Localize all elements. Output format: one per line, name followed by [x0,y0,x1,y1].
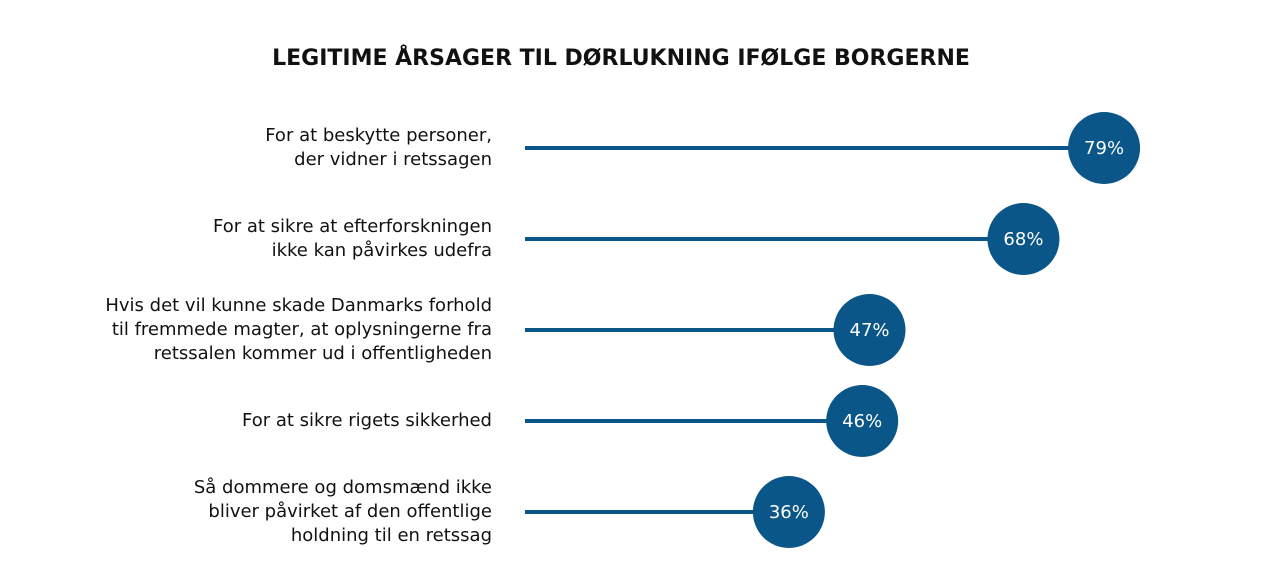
value-label: 68% [1003,229,1043,250]
chart-title: LEGITIME ÅRSAGER TIL DØRLUKNING IFØLGE B… [272,46,970,71]
category-label: For at beskytte personer, der vidner i r… [265,125,492,170]
dot [833,294,906,366]
category-label: For at sikre at efterforskningen ikke ka… [213,216,492,261]
value-label: 46% [842,411,882,432]
dot [1068,112,1141,184]
dot [752,476,825,548]
value-label: 79% [1084,138,1124,159]
category-label: Så dommere og domsmænd ikke bliver påvir… [193,477,492,546]
category-label: For at sikre rigets sikkerhed [242,410,492,431]
dot [826,385,899,457]
dot [987,203,1060,275]
value-label: 36% [769,502,809,523]
value-label: 47% [850,320,890,341]
category-label: Hvis det vil kunne skade Danmarks forhol… [105,295,492,364]
